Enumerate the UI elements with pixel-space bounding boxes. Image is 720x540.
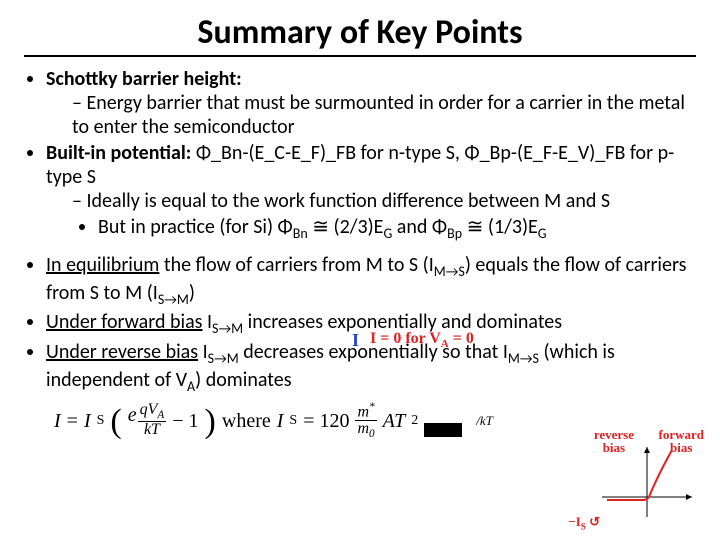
sub-sm3: S→M	[208, 350, 239, 367]
f-Is2: I	[277, 410, 284, 433]
f-mstar: m	[357, 403, 369, 420]
builtin-sub2: But in practice (for Si) ΦBn ≅ (2/3)EG a…	[98, 215, 696, 243]
f-e: e	[128, 404, 137, 427]
frag4: ≅ (1/3)E	[462, 215, 538, 239]
f-m0: m	[357, 420, 369, 437]
frag3: and Φ	[392, 215, 447, 239]
f-qv: qV	[140, 401, 158, 418]
sub-g2: G	[538, 225, 547, 242]
f-asub: A	[157, 409, 164, 421]
hn-izero: I = 0 for V	[370, 330, 441, 347]
sub-sm2: S→M	[212, 320, 243, 337]
f-eq1: =	[67, 410, 78, 433]
f-zero: 0	[369, 428, 375, 440]
frag1: But in practice (for Si) Φ	[98, 215, 293, 239]
sub-bn: Bn	[293, 225, 308, 242]
f-Ssub2: S	[289, 413, 297, 429]
redaction-box	[424, 423, 462, 437]
builtin-sub1: Ideally is equal to the work function di…	[72, 189, 696, 213]
f-Is: I	[84, 410, 91, 433]
bullet-builtin: Built-in potential: Φ_Bn-(E_C-E_F)_FB fo…	[46, 141, 696, 243]
sub-sm1: S→M	[158, 291, 189, 308]
schottky-head: Schottky barrier height:	[46, 67, 242, 91]
sub-ms2: M→S	[508, 350, 539, 367]
eq-t1: the flow of carriers from M to S (I	[159, 253, 433, 277]
hn-negis: −I	[568, 514, 580, 529]
eq-under: In equilibrium	[46, 253, 159, 277]
sub-g1: G	[383, 225, 392, 242]
sub-bp: Bp	[447, 225, 462, 242]
fwd-under: Under forward bias	[46, 310, 202, 334]
hn-ssub: S	[581, 522, 586, 532]
f-m1: − 1	[172, 410, 198, 433]
rev-t4: ) dominates	[195, 368, 291, 392]
rev-under: Under reverse bias	[46, 340, 198, 364]
f-ekt: /kT	[476, 413, 493, 429]
f-I: I	[54, 410, 61, 433]
handnote-izero: I = 0 for VA = 0	[370, 330, 474, 350]
sub-a: A	[187, 378, 195, 395]
builtin-head: Built-in potential:	[46, 141, 191, 165]
slide-title: Summary of Key Points	[24, 12, 696, 53]
f-star: *	[369, 401, 375, 413]
mass-frac: m* m0	[355, 402, 376, 441]
bullet-list: Schottky barrier height: Energy barrier …	[24, 67, 696, 243]
bullet-equilibrium: In equilibrium the flow of carriers from…	[46, 253, 696, 309]
fwd-t1: I	[202, 310, 212, 334]
title-underline	[24, 55, 696, 57]
f-at: AT	[383, 410, 406, 433]
iv-curve-diagram	[592, 442, 702, 522]
f-two: 2	[411, 413, 418, 429]
frag2: ≅ (2/3)E	[308, 215, 384, 239]
rparen: )	[205, 408, 216, 435]
f-where: where	[222, 410, 271, 433]
f-120: = 120	[303, 410, 349, 433]
f-kt1: kT	[142, 422, 162, 438]
hn-azero: = 0	[449, 330, 474, 347]
rev-t1: I	[198, 340, 208, 364]
lparen: (	[110, 408, 121, 435]
bullet-list-2: In equilibrium the flow of carriers from…	[24, 253, 696, 396]
exp-term: e qVA kT	[128, 404, 167, 438]
sub-ms1: M→S	[434, 263, 465, 280]
schottky-sub: Energy barrier that must be surmounted i…	[72, 91, 696, 139]
handnote-i-blue: I	[352, 330, 359, 351]
eq-t3: )	[189, 281, 195, 305]
bullet-schottky: Schottky barrier height: Energy barrier …	[46, 67, 696, 139]
f-Ssub1: S	[97, 413, 105, 429]
